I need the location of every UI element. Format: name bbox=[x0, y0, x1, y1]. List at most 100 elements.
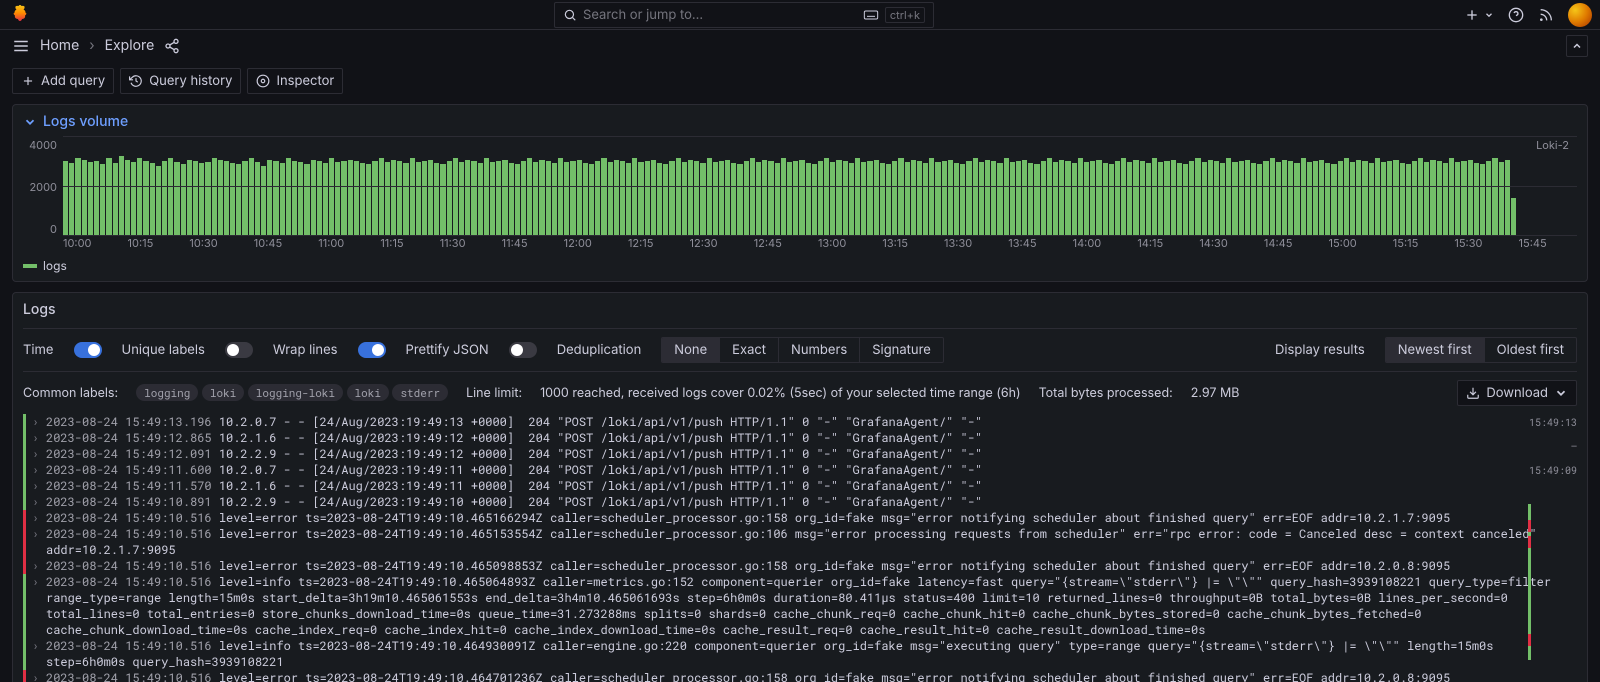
chart-bar[interactable] bbox=[1449, 158, 1454, 235]
log-line[interactable]: ›2023-08-24 15:49:12.091 10.2.2.9 - - [2… bbox=[23, 446, 1577, 462]
chart-bar[interactable] bbox=[836, 160, 841, 235]
log-line[interactable]: ›2023-08-24 15:49:10.516 level=error ts=… bbox=[23, 670, 1577, 682]
chart-bar[interactable] bbox=[1226, 158, 1231, 235]
chart-bar[interactable] bbox=[1387, 161, 1392, 235]
unique-labels-toggle[interactable] bbox=[225, 342, 253, 358]
chart-bar[interactable] bbox=[379, 158, 384, 235]
chart-bar[interactable] bbox=[88, 162, 93, 235]
chart-bar[interactable] bbox=[94, 161, 99, 235]
chart-bar[interactable] bbox=[354, 161, 359, 235]
chart-bar[interactable] bbox=[187, 160, 192, 235]
avatar[interactable] bbox=[1568, 3, 1592, 27]
chart-bar[interactable] bbox=[162, 161, 167, 235]
chart-bar[interactable] bbox=[490, 162, 495, 235]
chart-bar[interactable] bbox=[849, 163, 854, 235]
global-search-input[interactable]: Search or jump to... ctrl+k bbox=[554, 2, 934, 28]
chart-bar[interactable] bbox=[125, 160, 130, 235]
chart-bar[interactable] bbox=[663, 164, 668, 235]
chart-bar[interactable] bbox=[1121, 158, 1126, 235]
chart-bar[interactable] bbox=[533, 162, 538, 235]
logs-volume-chart[interactable] bbox=[63, 136, 1577, 236]
chart-bar[interactable] bbox=[329, 158, 334, 235]
query-history-button[interactable]: Query history bbox=[120, 68, 241, 94]
chart-bar[interactable] bbox=[416, 162, 421, 235]
chart-bar[interactable] bbox=[63, 161, 68, 235]
chart-bar[interactable] bbox=[564, 162, 569, 235]
log-line[interactable]: ›2023-08-24 15:49:10.516 level=info ts=2… bbox=[23, 574, 1577, 638]
chart-bar[interactable] bbox=[212, 158, 217, 235]
wrap-lines-toggle[interactable] bbox=[358, 342, 386, 358]
chart-bar[interactable] bbox=[787, 162, 792, 235]
expand-chevron-icon[interactable]: › bbox=[32, 670, 42, 682]
expand-chevron-icon[interactable]: › bbox=[32, 494, 42, 510]
sort-option-oldest-first[interactable]: Oldest first bbox=[1484, 338, 1576, 362]
chart-bar[interactable] bbox=[657, 163, 662, 235]
chevron-down-icon[interactable] bbox=[1484, 10, 1494, 20]
chart-bar[interactable] bbox=[360, 163, 365, 235]
chart-bar[interactable] bbox=[948, 160, 953, 235]
chart-bar[interactable] bbox=[335, 162, 340, 235]
chart-bar[interactable] bbox=[1152, 158, 1157, 235]
collapse-button[interactable] bbox=[1566, 35, 1588, 57]
chart-bar[interactable] bbox=[570, 161, 575, 235]
chart-bar[interactable] bbox=[1511, 198, 1516, 235]
chart-bar[interactable] bbox=[1096, 160, 1101, 235]
chart-bar[interactable] bbox=[898, 158, 903, 235]
chart-bar[interactable] bbox=[1220, 163, 1225, 235]
chart-bar[interactable] bbox=[676, 158, 681, 235]
chart-bar[interactable] bbox=[1127, 162, 1132, 235]
chart-bar[interactable] bbox=[1263, 161, 1268, 235]
chart-bar[interactable] bbox=[707, 158, 712, 235]
chart-bar[interactable] bbox=[614, 160, 619, 235]
chart-bar[interactable] bbox=[1171, 160, 1176, 235]
chart-bar[interactable] bbox=[806, 163, 811, 235]
chart-bar[interactable] bbox=[527, 158, 532, 235]
chart-bar[interactable] bbox=[496, 161, 501, 235]
dedup-option-none[interactable]: None bbox=[662, 338, 719, 362]
chart-bar[interactable] bbox=[311, 160, 316, 235]
chart-bar[interactable] bbox=[242, 161, 247, 235]
chart-bar[interactable] bbox=[273, 161, 278, 235]
chart-bar[interactable] bbox=[1307, 162, 1312, 235]
chart-bar[interactable] bbox=[1034, 164, 1039, 235]
chevron-down-icon[interactable] bbox=[23, 115, 37, 129]
chart-bar[interactable] bbox=[991, 161, 996, 235]
expand-chevron-icon[interactable]: › bbox=[32, 510, 42, 526]
chart-bar[interactable] bbox=[1424, 162, 1429, 235]
chart-bar[interactable] bbox=[694, 161, 699, 235]
chart-bar[interactable] bbox=[323, 163, 328, 235]
chart-bar[interactable] bbox=[521, 161, 526, 235]
chart-bar[interactable] bbox=[886, 164, 891, 235]
chart-bar[interactable] bbox=[1239, 161, 1244, 235]
chart-bar[interactable] bbox=[447, 161, 452, 235]
chart-bar[interactable] bbox=[973, 158, 978, 235]
chart-bar[interactable] bbox=[1078, 158, 1083, 235]
chart-bar[interactable] bbox=[1189, 161, 1194, 235]
chart-bar[interactable] bbox=[1294, 163, 1299, 235]
chart-bar[interactable] bbox=[1047, 158, 1052, 235]
log-line[interactable]: ›2023-08-24 15:49:13.196 10.2.0.7 - - [2… bbox=[23, 414, 1577, 430]
chart-bar[interactable] bbox=[1505, 160, 1510, 235]
dedup-option-numbers[interactable]: Numbers bbox=[778, 338, 859, 362]
chart-bar[interactable] bbox=[985, 160, 990, 235]
chart-bar[interactable] bbox=[1028, 163, 1033, 235]
chart-bar[interactable] bbox=[1461, 161, 1466, 235]
chart-bar[interactable] bbox=[1369, 163, 1374, 235]
chart-bar[interactable] bbox=[1004, 158, 1009, 235]
chart-bar[interactable] bbox=[1499, 162, 1504, 235]
chart-bar[interactable] bbox=[818, 161, 823, 235]
chart-bar[interactable] bbox=[874, 160, 879, 235]
chart-bar[interactable] bbox=[143, 161, 148, 235]
chart-bar[interactable] bbox=[608, 162, 613, 235]
chart-bar[interactable] bbox=[979, 162, 984, 235]
expand-chevron-icon[interactable]: › bbox=[32, 526, 42, 542]
chart-bar[interactable] bbox=[1146, 163, 1151, 235]
chart-bar[interactable] bbox=[1202, 162, 1207, 235]
chart-bar[interactable] bbox=[1257, 164, 1262, 235]
chart-bar[interactable] bbox=[824, 158, 829, 235]
chart-bar[interactable] bbox=[137, 158, 142, 235]
chart-bar[interactable] bbox=[1430, 160, 1435, 235]
chart-bar[interactable] bbox=[1393, 160, 1398, 235]
chart-bar[interactable] bbox=[1251, 163, 1256, 235]
chart-bar[interactable] bbox=[1480, 164, 1485, 235]
